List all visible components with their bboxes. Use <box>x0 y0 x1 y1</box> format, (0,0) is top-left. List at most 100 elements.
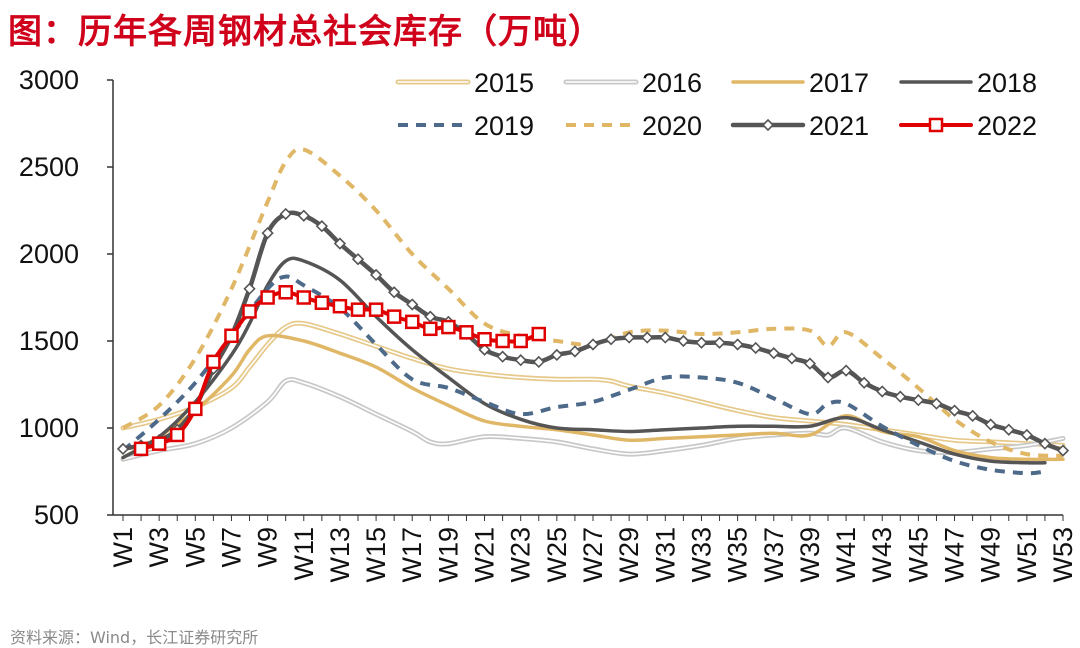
data-point-2022 <box>477 332 492 347</box>
data-point-2021 <box>496 350 509 363</box>
series-line-2022 <box>139 290 541 451</box>
data-point-2022 <box>350 302 366 317</box>
x-tick-label: W41 <box>831 527 861 583</box>
legend-label-2021: 2021 <box>809 111 869 141</box>
data-point-2021 <box>839 364 853 377</box>
x-tick-label: W13 <box>325 527 355 583</box>
data-point-2021 <box>550 348 563 362</box>
data-point-2021 <box>478 343 491 356</box>
data-point-2021 <box>623 331 636 344</box>
data-point-2022 <box>531 326 547 342</box>
series-2017 <box>121 333 1065 462</box>
data-point-2021 <box>1002 423 1015 436</box>
legend-label-2019: 2019 <box>474 111 534 141</box>
x-tick-label: W47 <box>940 527 970 583</box>
source-note: 资料来源：Wind，长江证券研究所 <box>10 628 259 647</box>
x-tick-label: W11 <box>289 527 319 581</box>
data-point-2021 <box>333 237 347 250</box>
data-point-2022 <box>386 309 402 324</box>
legend-item-2020: 2020 <box>566 111 702 141</box>
data-point-2021 <box>586 338 600 351</box>
series-2021 <box>116 207 1070 457</box>
x-tick-label: W17 <box>397 527 427 583</box>
data-point-2021 <box>568 345 582 358</box>
data-point-2022 <box>459 325 474 340</box>
data-point-2022 <box>441 319 456 335</box>
x-tick-label: W37 <box>759 527 789 583</box>
data-point-2022 <box>169 427 185 443</box>
data-point-2021 <box>1020 428 1033 442</box>
data-point-2021 <box>876 385 889 398</box>
legend-marker-2022 <box>928 117 944 133</box>
data-point-2021 <box>749 341 762 355</box>
data-point-2021 <box>514 354 527 367</box>
data-point-2022 <box>368 302 384 317</box>
data-point-2021 <box>785 352 798 365</box>
data-point-2021 <box>912 394 925 407</box>
legend-marker-2021 <box>761 118 775 132</box>
data-point-2022 <box>404 314 420 330</box>
x-tick-label: W49 <box>976 527 1006 583</box>
data-point-2021 <box>966 409 979 422</box>
data-point-2021 <box>1038 437 1052 450</box>
data-point-2021 <box>261 226 274 240</box>
data-point-2022 <box>260 290 275 305</box>
data-point-2022 <box>242 304 257 319</box>
legend-label-2017: 2017 <box>809 68 869 98</box>
data-point-2021 <box>731 338 744 351</box>
data-point-2021 <box>641 331 654 344</box>
series-line-2016 <box>122 378 1064 461</box>
data-point-2021 <box>984 418 997 431</box>
data-point-2022 <box>133 441 149 457</box>
data-point-2022 <box>314 295 330 310</box>
x-tick-label: W29 <box>614 527 644 583</box>
series-2022 <box>133 285 547 457</box>
data-point-2021 <box>821 371 835 384</box>
x-tick-label: W3 <box>144 527 174 568</box>
x-tick-label: W39 <box>795 527 825 583</box>
legend-label-2015: 2015 <box>474 68 534 98</box>
x-tick-label: W7 <box>216 527 246 568</box>
data-point-2021 <box>695 336 708 349</box>
x-tick-label: W53 <box>1048 527 1078 583</box>
series-line-2017 <box>121 333 1065 462</box>
x-tick-label: W21 <box>470 527 500 583</box>
data-point-2021 <box>767 347 780 360</box>
data-point-2021 <box>1056 444 1070 457</box>
legend-item-2022: 2022 <box>899 111 1037 141</box>
data-point-2021 <box>116 442 130 456</box>
x-tick-label: W19 <box>433 527 463 583</box>
legend-label-2016: 2016 <box>642 68 702 98</box>
data-point-2021 <box>713 336 726 349</box>
data-point-2021 <box>351 253 365 266</box>
legend-label-2022: 2022 <box>977 111 1037 141</box>
data-point-2021 <box>858 376 871 389</box>
data-point-2021 <box>532 355 545 369</box>
legend-item-2017: 2017 <box>731 68 869 98</box>
chart-title: 图：历年各周钢材总社会库存（万吨） <box>8 12 603 52</box>
legend-item-2018: 2018 <box>899 68 1037 98</box>
data-point-2022 <box>513 333 528 349</box>
data-point-2021 <box>315 220 328 233</box>
x-tick-label: W9 <box>253 527 283 568</box>
x-tick-label: W43 <box>867 527 897 583</box>
y-tick-label: 1000 <box>19 413 79 443</box>
data-point-2021 <box>948 404 961 417</box>
y-tick-label: 1500 <box>19 326 79 356</box>
data-point-2022 <box>206 354 221 370</box>
data-point-2022 <box>423 321 438 337</box>
data-point-2021 <box>369 268 383 282</box>
y-tick-label: 3000 <box>19 65 79 95</box>
legend-item-2016: 2016 <box>563 68 702 98</box>
y-tick-label: 2500 <box>19 152 79 182</box>
series-line-2021 <box>120 210 1066 453</box>
data-point-2021 <box>930 397 943 410</box>
x-tick-label: W51 <box>1012 527 1042 583</box>
legend-item-2019: 2019 <box>398 111 534 141</box>
data-point-2021 <box>803 357 817 370</box>
data-point-2021 <box>279 207 292 221</box>
data-point-2021 <box>297 209 310 222</box>
series-2016 <box>120 376 1066 462</box>
legend-label-2018: 2018 <box>977 68 1037 98</box>
data-point-2022 <box>188 401 203 417</box>
